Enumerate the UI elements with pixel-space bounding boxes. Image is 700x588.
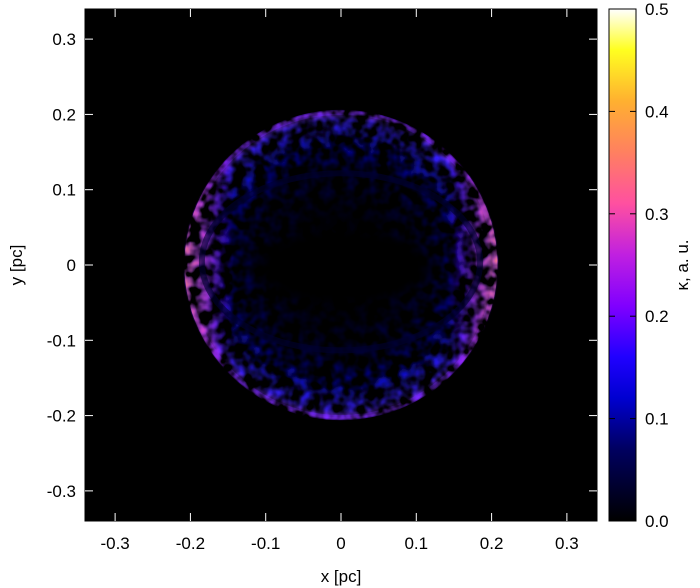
colorbar-tick-label: 0.1 [645,410,669,429]
y-tick-label: 0.3 [52,30,76,49]
x-tick-label: 0 [336,534,345,553]
colorbar [608,8,637,522]
colorbar-tick-label: 0.4 [645,102,669,121]
colorbar-label: κ, a. u. [673,239,692,290]
x-axis: -0.3 -0.2 -0.1 0 0.1 0.2 0.3 [100,9,579,553]
x-tick-label: -0.3 [100,534,129,553]
emission-shell [182,109,500,421]
y-tick-label: -0.3 [47,482,76,501]
y-tick-label: -0.2 [47,407,76,426]
x-tick-label: 0.1 [404,534,428,553]
colorbar-tick-label: 0.2 [645,307,669,326]
y-axis-label: y [pc] [7,245,26,286]
inner-cavity [246,229,442,305]
heatmap-image [182,109,500,421]
y-axis: -0.3 -0.2 -0.1 0 0.1 0.2 0.3 [47,30,597,501]
y-tick-label: 0 [67,256,76,275]
y-tick-label: 0.2 [52,105,76,124]
y-tick-label: 0.1 [52,181,76,200]
x-tick-label: 0.3 [555,534,579,553]
colorbar-tick-label: 0.0 [645,512,669,531]
x-tick-label: -0.1 [251,534,280,553]
x-tick-label: 0.2 [480,534,504,553]
colorbar-axis: 0.0 0.1 0.2 0.3 0.4 0.5 [609,0,669,531]
x-tick-label: -0.2 [176,534,205,553]
y-tick-label: -0.1 [47,331,76,350]
colorbar-tick-label: 0.3 [645,205,669,224]
shell-inner-ring [198,170,484,354]
x-axis-label: x [pc] [321,567,362,586]
colorbar-tick-label: 0.5 [645,0,669,19]
